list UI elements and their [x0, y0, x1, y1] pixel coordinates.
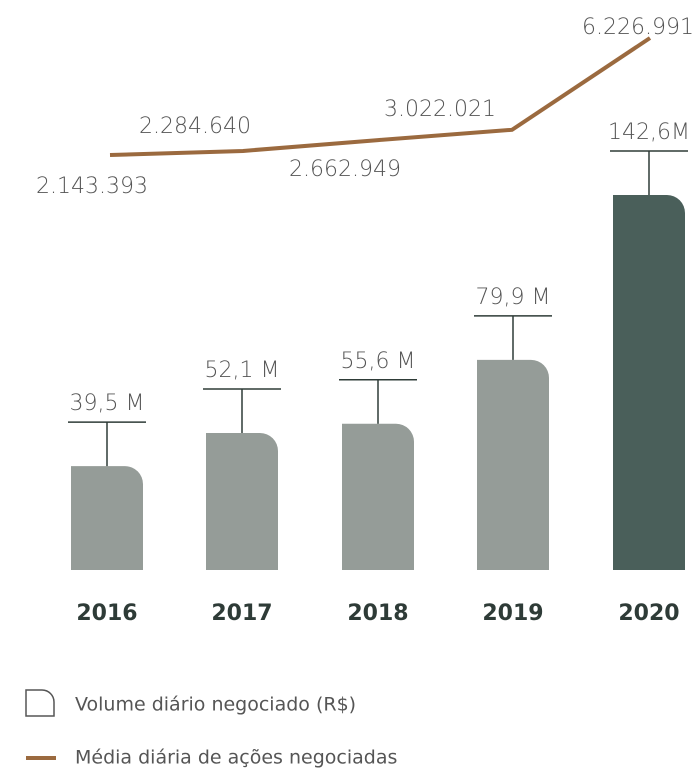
line-value-label: 2.143.393	[36, 174, 148, 199]
bar-value-label: 55,6 M	[341, 349, 416, 374]
x-tick-label: 2016	[76, 601, 137, 626]
line-value-label: 3.022.021	[384, 97, 496, 122]
x-tick-label: 2017	[211, 601, 272, 626]
bar	[613, 195, 685, 570]
x-tick-label: 2020	[618, 601, 679, 626]
bar	[206, 432, 278, 570]
bar	[477, 359, 549, 570]
line-value-label: 6.226.991	[582, 15, 694, 40]
bar	[342, 423, 414, 570]
bar-value-label: 79,9 M	[476, 285, 551, 310]
legend-bar-icon	[25, 689, 55, 717]
legend-label: Volume diário negociado (R$)	[75, 694, 356, 716]
bar-value-label: 39,5 M	[70, 391, 145, 416]
x-tick-label: 2019	[482, 601, 543, 626]
line-value-label: 2.662.949	[289, 157, 401, 182]
bar	[71, 466, 143, 570]
line	[109, 36, 652, 157]
legend-label: Média diária de ações negociadas	[75, 747, 397, 769]
bar-value-label: 52,1 M	[205, 358, 280, 383]
bar-value-label: 142,6M	[608, 120, 690, 145]
line-value-label: 2.284.640	[139, 114, 251, 139]
x-tick-label: 2018	[347, 601, 408, 626]
